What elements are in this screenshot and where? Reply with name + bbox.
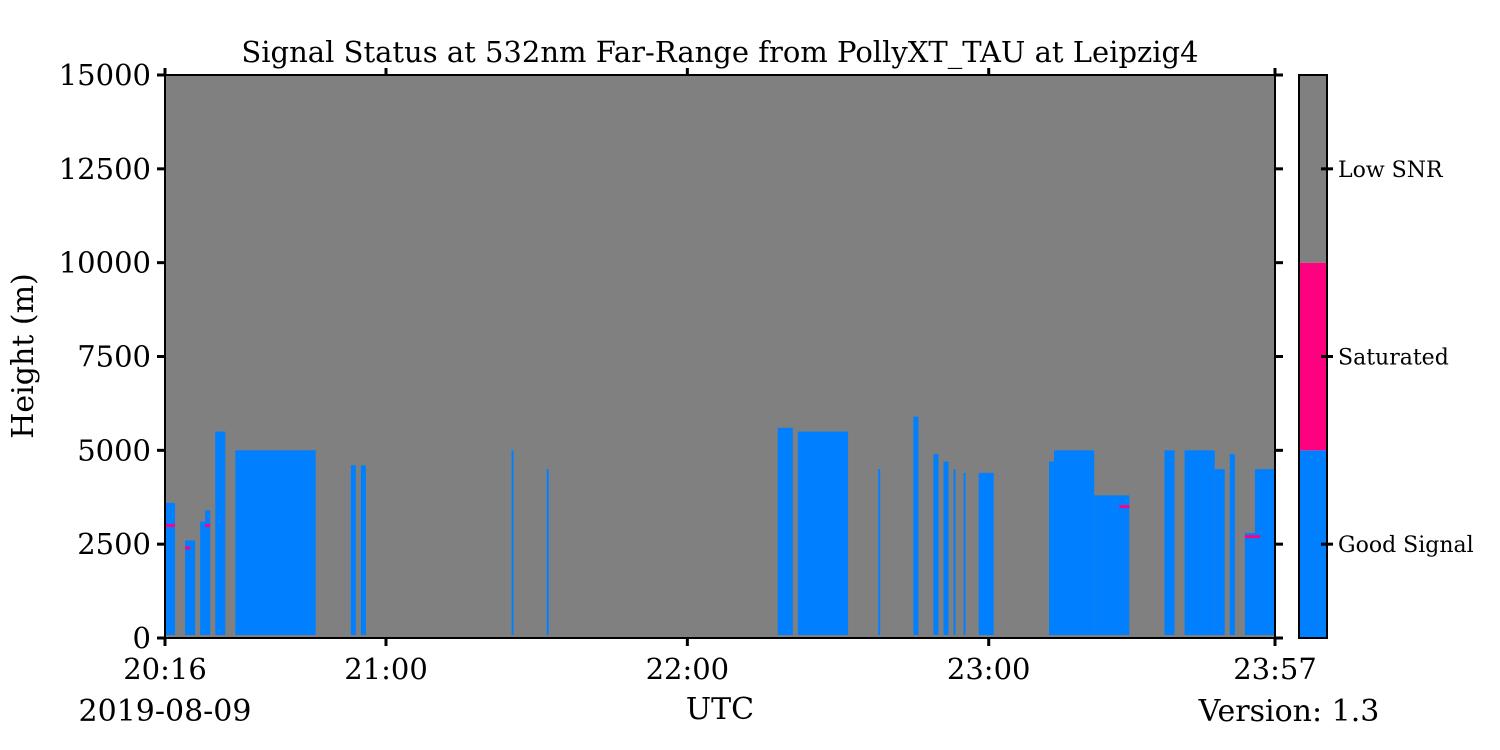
good-signal-column xyxy=(953,469,956,635)
good-signal-column xyxy=(1048,461,1055,635)
y-tick-label: 5000 xyxy=(77,433,151,467)
good-signal-column xyxy=(165,502,176,635)
good-signal-column xyxy=(978,472,994,635)
good-signal-column xyxy=(1054,450,1095,635)
good-signal-column xyxy=(933,454,939,635)
x-axis-label: UTC xyxy=(686,692,754,727)
good-signal-column xyxy=(235,450,316,635)
x-tick-label: 22:00 xyxy=(646,652,730,686)
good-signal-column xyxy=(878,469,881,635)
good-signal-column xyxy=(350,465,356,635)
version-label: Version: 1.3 xyxy=(1198,694,1380,729)
y-tick-label: 7500 xyxy=(77,340,151,374)
x-tick-label: 23:00 xyxy=(947,652,1031,686)
y-axis-label: Height (m) xyxy=(6,273,41,438)
y-axis-ticks: 0 2500 5000 7500 10000 12500 15000 xyxy=(59,58,1283,655)
colorbar-label: Saturated xyxy=(1338,346,1449,371)
good-signal-column xyxy=(943,461,949,635)
colorbar-label: Good Signal xyxy=(1338,533,1474,558)
good-signal-column xyxy=(1094,495,1130,635)
good-signal-column xyxy=(200,521,206,635)
saturated-patch xyxy=(165,523,176,527)
y-tick-label: 0 xyxy=(133,621,151,655)
good-signal-column xyxy=(360,465,366,635)
good-signal-column xyxy=(913,416,919,635)
good-signal-column xyxy=(1254,469,1275,635)
saturated-patch xyxy=(1244,535,1260,539)
good-signal-column xyxy=(511,450,514,635)
good-signal-column xyxy=(1214,469,1225,635)
saturated-patch xyxy=(205,523,211,527)
x-tick-label: 20:16 xyxy=(123,652,207,686)
x-tick-label: 21:00 xyxy=(344,652,428,686)
plot-area xyxy=(164,74,1276,639)
good-signal-column xyxy=(797,431,849,635)
good-signal-column xyxy=(1164,450,1175,635)
good-signal-column xyxy=(777,427,793,635)
date-label: 2019-08-09 xyxy=(79,694,252,729)
colorbar-label: Low SNR xyxy=(1338,158,1444,183)
good-signal-column xyxy=(205,510,211,635)
y-tick-label: 12500 xyxy=(59,152,151,186)
x-tick-label: 23:57 xyxy=(1233,652,1317,686)
good-signal-column xyxy=(1229,454,1235,635)
saturated-patch xyxy=(1119,505,1130,509)
good-signal-column xyxy=(1184,450,1215,635)
y-tick-label: 10000 xyxy=(59,246,151,280)
good-signal-column xyxy=(215,431,226,635)
good-signal-column xyxy=(546,469,549,635)
y-tick-label: 15000 xyxy=(59,58,151,92)
x-axis-ticks: 20:16 21:00 22:00 23:00 23:57 xyxy=(123,68,1317,686)
saturated-patch xyxy=(185,546,191,550)
colorbar-frame xyxy=(1298,74,1328,639)
good-signal-column xyxy=(185,540,196,635)
colorbar: Good Signal Saturated Low SNR xyxy=(1298,74,1474,639)
y-tick-label: 2500 xyxy=(77,527,151,561)
good-signal-column xyxy=(963,472,966,635)
good-signal-column xyxy=(1244,532,1255,635)
chart-title: Signal Status at 532nm Far-Range from Po… xyxy=(241,35,1198,70)
